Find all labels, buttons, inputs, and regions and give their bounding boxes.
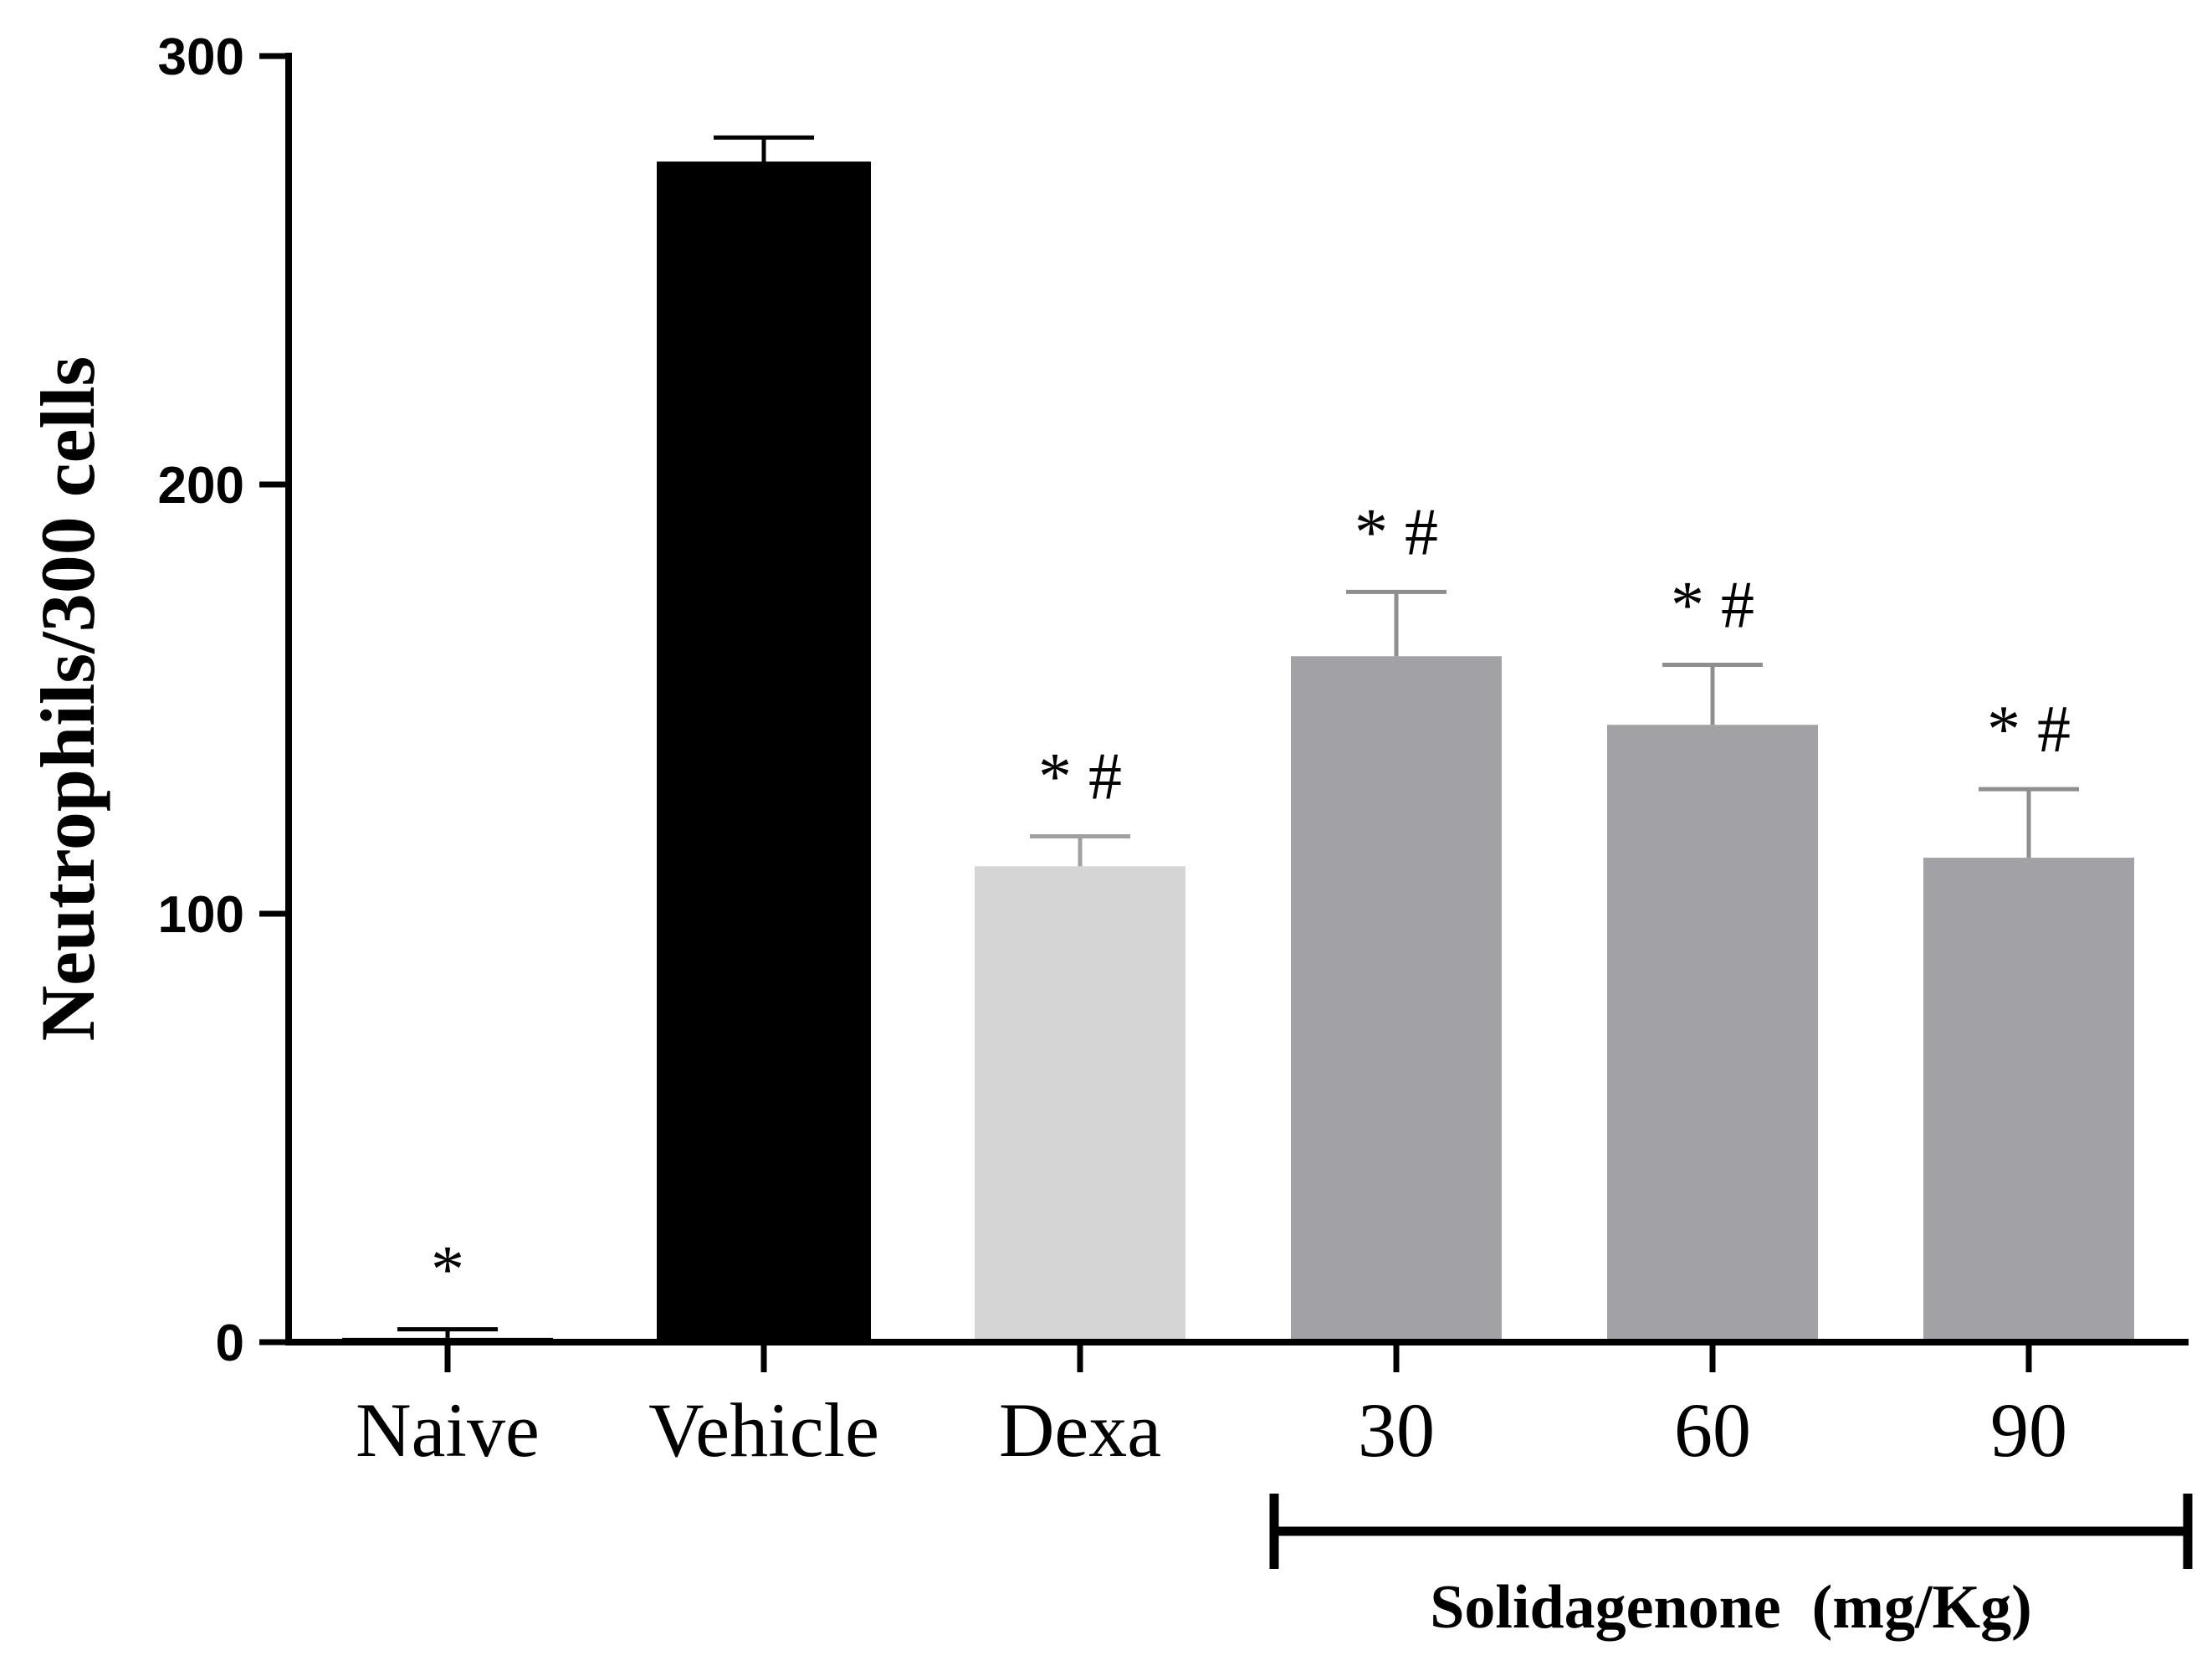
- significance-marker-dexa: * #: [1038, 740, 1122, 813]
- x-tick-label-naive: Naive: [356, 1387, 540, 1473]
- group-bracket: Solidagenone (mg/Kg): [1269, 1494, 2193, 1642]
- significance-marker-30: * #: [1354, 495, 1438, 569]
- x-tick-label-60: 60: [1674, 1387, 1751, 1473]
- bars-layer: [342, 161, 2134, 1344]
- bar-30: [1291, 656, 1502, 1342]
- y-axis-label: Neutrophils/300 cells: [25, 356, 110, 1042]
- x-tick-label-dexa: Dexa: [999, 1387, 1161, 1473]
- group-bracket-label: Solidagenone (mg/Kg): [1430, 1573, 2031, 1642]
- y-tick-label-300: 300: [158, 28, 244, 86]
- x-ticks-layer: Naive Vehicle Dexa 30 60 90: [356, 1342, 2067, 1473]
- bar-vehicle: [657, 161, 871, 1344]
- bar-dexa: [975, 866, 1185, 1342]
- x-tick-label-90: 90: [1990, 1387, 2067, 1473]
- x-tick-label-vehicle: Vehicle: [648, 1387, 879, 1473]
- x-tick-label-30: 30: [1358, 1387, 1435, 1473]
- annotations-layer: * * # * # * # * #: [431, 495, 2071, 1306]
- bar-60: [1607, 725, 1818, 1342]
- error-bars-layer: [397, 135, 2079, 1338]
- y-ticks-layer: 0 100 200 300: [158, 28, 289, 1372]
- y-tick-label-0: 0: [216, 1315, 244, 1372]
- significance-marker-naive: *: [431, 1233, 464, 1307]
- y-tick-label-200: 200: [158, 457, 244, 515]
- y-tick-label-100: 100: [158, 886, 244, 944]
- significance-marker-90: * #: [1987, 693, 2071, 766]
- significance-marker-60: * #: [1671, 569, 1754, 643]
- bar-90: [1923, 858, 2134, 1342]
